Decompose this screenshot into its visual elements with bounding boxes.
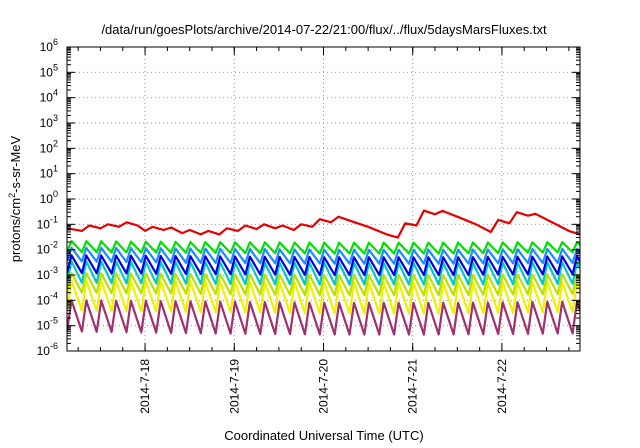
y-tick-exponent: 1 — [53, 164, 58, 174]
series-line — [67, 299, 580, 336]
y-tick-label: 10-6 — [37, 341, 58, 358]
x-axis-label: Coordinated Universal Time (UTC) — [224, 428, 423, 443]
chart-title: /data/run/goesPlots/archive/2014-07-22/2… — [101, 22, 547, 37]
y-tick-exponent: 4 — [53, 88, 58, 98]
series-line — [67, 254, 580, 277]
x-tick-label: 2014-7-22 — [495, 359, 509, 414]
y-tick-base: 10 — [37, 319, 51, 333]
y-tick-base: 10 — [37, 268, 51, 282]
series-line — [67, 209, 580, 239]
y-tick-exponent: -1 — [50, 214, 58, 224]
y-tick-exponent: 2 — [53, 138, 58, 148]
y-axis-label-main: protons/cm — [8, 198, 23, 262]
x-tick-label: 2014-7-21 — [406, 359, 420, 414]
y-tick-exponent: 5 — [53, 62, 58, 72]
y-tick-exponent: 0 — [53, 189, 58, 199]
y-tick-base: 10 — [37, 344, 51, 358]
y-tick-label: 105 — [40, 62, 58, 79]
series-line — [67, 279, 580, 315]
y-tick-label: 10-5 — [37, 316, 58, 333]
y-tick-exponent: -4 — [50, 290, 58, 300]
y-tick-exponent: -2 — [50, 240, 58, 250]
y-tick-label: 101 — [40, 164, 58, 181]
series-layer — [67, 209, 580, 336]
y-tick-label: 103 — [40, 113, 58, 130]
series-line — [67, 239, 580, 255]
y-tick-base: 10 — [40, 167, 54, 181]
y-tick-label: 102 — [40, 138, 58, 155]
y-tick-base: 10 — [37, 243, 51, 257]
y-tick-base: 10 — [37, 217, 51, 231]
y-tick-label: 10-2 — [37, 240, 58, 257]
y-tick-label: 106 — [40, 37, 58, 54]
y-tick-exponent: -5 — [50, 316, 58, 326]
y-axis-label: protons/cm2-s-sr-MeV — [7, 135, 23, 262]
y-tick-base: 10 — [40, 40, 54, 54]
y-tick-base: 10 — [40, 192, 54, 206]
y-tick-exponent: 6 — [53, 37, 58, 47]
y-tick-labels: 10-610-510-410-310-210-11001011021031041… — [37, 37, 58, 358]
y-tick-exponent: -3 — [50, 265, 58, 275]
y-tick-exponent: 3 — [53, 113, 58, 123]
x-tick-label: 2014-7-19 — [227, 359, 241, 414]
x-tick-label: 2014-7-18 — [138, 359, 152, 414]
y-axis-label-sup: 2 — [7, 193, 17, 198]
x-tick-label: 2014-7-20 — [317, 359, 331, 414]
y-tick-label: 10-4 — [37, 290, 58, 307]
y-tick-base: 10 — [37, 293, 51, 307]
y-tick-base: 10 — [40, 116, 54, 130]
y-tick-base: 10 — [40, 91, 54, 105]
series-line — [67, 246, 580, 265]
series-line — [67, 260, 580, 286]
y-tick-base: 10 — [40, 65, 54, 79]
y-tick-label: 10-3 — [37, 265, 58, 282]
y-tick-label: 104 — [40, 88, 58, 105]
y-tick-exponent: -6 — [50, 341, 58, 351]
y-tick-base: 10 — [40, 141, 54, 155]
y-axis-label-rest: -s-sr-MeV — [8, 135, 23, 192]
axis-ticks — [67, 46, 580, 352]
x-tick-labels: 2014-7-18 2014-7-19 2014-7-20 2014-7-21 2014… — [138, 359, 509, 414]
series-line — [67, 271, 580, 297]
y-tick-label: 10-1 — [37, 214, 58, 231]
y-tick-label: 100 — [40, 189, 58, 206]
